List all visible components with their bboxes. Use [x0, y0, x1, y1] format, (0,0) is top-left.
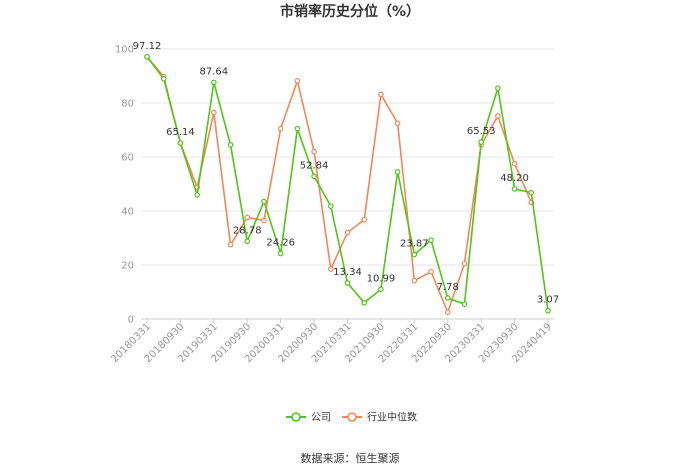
data-point[interactable]: [194, 192, 200, 198]
data-point[interactable]: [361, 216, 368, 223]
y-tick-label: 20: [121, 261, 134, 272]
y-axis: 0 20 40 60 80 100: [115, 45, 134, 326]
data-point[interactable]: [361, 299, 368, 306]
source-note: 数据来源：恒生聚源: [301, 451, 400, 465]
data-label: 24.26: [266, 237, 295, 248]
data-point[interactable]: [344, 280, 351, 286]
data-point[interactable]: [461, 301, 468, 307]
data-point[interactable]: [495, 113, 501, 119]
data-label: 97.12: [133, 41, 162, 52]
data-label: 65.53: [467, 126, 496, 137]
data-point[interactable]: [244, 238, 251, 245]
data-point[interactable]: [528, 189, 535, 196]
data-label: 87.64: [200, 66, 229, 77]
legend[interactable]: 公司 行业中位数: [286, 411, 417, 424]
data-label: 48.20: [500, 173, 529, 184]
data-point[interactable]: [545, 307, 551, 314]
x-axis: 2018033120180930201903312019093020200331…: [109, 319, 554, 365]
data-point[interactable]: [511, 160, 518, 167]
data-point[interactable]: [428, 237, 434, 243]
data-point[interactable]: [277, 250, 284, 257]
data-label: 13.34: [333, 267, 362, 278]
series-layer: [144, 53, 551, 316]
data-point[interactable]: [261, 217, 267, 224]
data-label: 65.14: [166, 127, 195, 138]
data-point[interactable]: [244, 214, 251, 221]
data-point[interactable]: [394, 120, 401, 127]
legend-marker: [291, 412, 301, 422]
chart-title: 市销率历史分位（%）: [280, 3, 420, 20]
data-point[interactable]: [411, 277, 418, 284]
data-point[interactable]: [378, 91, 384, 98]
data-point[interactable]: [444, 295, 451, 301]
legend-label: 行业中位数: [367, 411, 417, 424]
data-point[interactable]: [160, 75, 167, 82]
data-point[interactable]: [211, 79, 217, 86]
data-label: 28.78: [233, 225, 262, 236]
data-point[interactable]: [444, 309, 451, 316]
data-point[interactable]: [394, 169, 401, 175]
data-point[interactable]: [294, 125, 301, 132]
legend-marker: [347, 412, 357, 422]
data-label: 7.78: [437, 282, 459, 293]
y-tick-label: 40: [121, 207, 134, 218]
y-tick-label: 0: [128, 315, 134, 326]
data-point[interactable]: [478, 139, 484, 145]
data-point[interactable]: [294, 78, 301, 84]
data-point[interactable]: [411, 251, 418, 258]
data-point[interactable]: [261, 198, 267, 205]
data-point[interactable]: [227, 142, 234, 148]
data-point[interactable]: [344, 229, 351, 236]
data-point[interactable]: [227, 241, 234, 248]
data-point[interactable]: [311, 173, 317, 180]
data-point[interactable]: [211, 109, 217, 116]
data-point[interactable]: [511, 186, 518, 192]
data-point[interactable]: [311, 148, 317, 155]
legend-item-company[interactable]: 公司: [286, 412, 331, 424]
series-company: [144, 53, 551, 314]
data-labels: 97.12 65.14 87.64 28.78 24.26 52.84 13.34 10.99…: [133, 41, 559, 306]
data-label: 23.87: [400, 239, 429, 250]
data-label: 3.07: [537, 295, 559, 306]
data-point[interactable]: [495, 85, 501, 91]
data-label: 10.99: [367, 273, 396, 284]
data-point[interactable]: [327, 266, 334, 272]
data-point[interactable]: [277, 125, 284, 132]
data-point[interactable]: [428, 268, 434, 275]
y-tick-label: 100: [115, 45, 134, 56]
legend-label: 公司: [311, 413, 331, 424]
data-point[interactable]: [461, 260, 468, 267]
data-point[interactable]: [177, 140, 184, 146]
legend-item-industry-median[interactable]: 行业中位数: [342, 411, 417, 424]
y-tick-label: 80: [121, 99, 134, 110]
series-line: [146, 56, 533, 315]
y-tick-label: 60: [121, 153, 134, 164]
data-point[interactable]: [327, 203, 334, 209]
grid: [141, 48, 554, 320]
data-point[interactable]: [378, 286, 384, 293]
data-label: 52.84: [300, 160, 329, 171]
data-point[interactable]: [144, 53, 150, 60]
